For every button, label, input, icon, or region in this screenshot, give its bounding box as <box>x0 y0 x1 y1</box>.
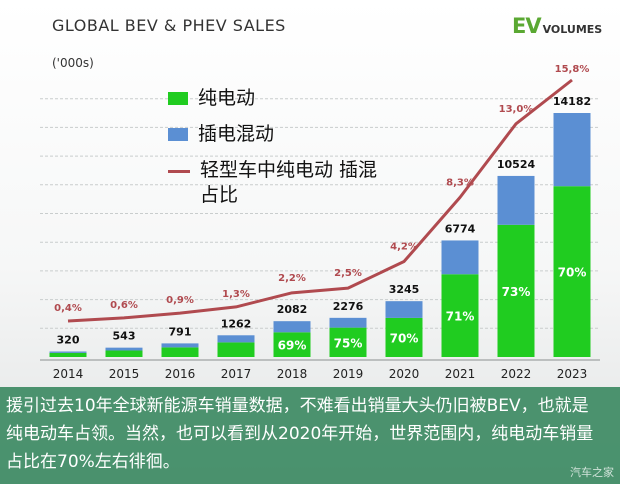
bev-share-label: 70% <box>558 266 587 280</box>
share-line-label: 0,9% <box>166 295 194 306</box>
legend-label-bev: 纯电动 <box>198 87 256 109</box>
x-tick-label: 2014 <box>53 367 84 381</box>
legend-label-share-line-1: 轻型车中纯电动 插混 <box>200 159 378 181</box>
bev-share-label: 75% <box>334 336 363 350</box>
share-line-label: 1,3% <box>222 289 250 300</box>
bar-total-label: 543 <box>113 330 136 343</box>
x-tick-label: 2023 <box>557 367 588 381</box>
bar-bev <box>441 274 479 357</box>
share-line <box>67 78 573 323</box>
legend-item-share-line: 轻型车中纯电动 插混 占比 <box>168 158 377 208</box>
bar-bev <box>217 342 255 357</box>
bar-phev <box>497 175 535 225</box>
bar-phev <box>161 343 199 348</box>
bar-total-label: 3245 <box>389 283 420 296</box>
chart-title: GLOBAL BEV & PHEV SALES <box>52 16 286 35</box>
legend-label-share-line-2: 占比 <box>200 184 239 206</box>
bar-bev <box>385 317 423 357</box>
bar-phev <box>385 301 423 318</box>
watermark: 汽车之家 <box>570 466 614 479</box>
y-axis-unit: ('000s) <box>52 56 94 70</box>
bar-total-label: 1262 <box>221 317 252 330</box>
share-line-label: 2,2% <box>278 273 306 284</box>
logo-ev-text: EV <box>512 14 542 38</box>
legend-item-phev: 插电混动 <box>168 122 274 147</box>
bar-bev <box>49 352 87 357</box>
x-tick-label: 2021 <box>445 367 476 381</box>
x-tick-label: 2020 <box>389 367 420 381</box>
share-line-label: 4,2% <box>390 242 418 253</box>
bar-bev <box>273 332 311 357</box>
bev-share-label: 69% <box>278 339 307 353</box>
bar-phev <box>553 113 591 187</box>
x-tick-label: 2018 <box>277 367 308 381</box>
bar-phev <box>49 351 87 353</box>
bar-bev <box>329 327 367 357</box>
share-line-label: 13,0% <box>499 104 534 115</box>
ev-volumes-logo: EV VOLUMES <box>512 14 602 38</box>
bar-bev <box>553 186 591 357</box>
bar-phev <box>105 347 143 351</box>
share-line-label: 2,5% <box>334 268 362 279</box>
share-line-label: 0,6% <box>110 300 138 311</box>
share-line-label: 8,3% <box>446 177 474 188</box>
logo-volumes-text: VOLUMES <box>542 23 603 36</box>
bev-share-label: 71% <box>446 310 475 324</box>
caption-banner: 援引过去10年全球新能源车销量数据，不难看出销量大头仍旧被BEV，也就是纯电动车… <box>0 387 620 484</box>
bar-bev <box>497 224 535 357</box>
bar-total-label: 2276 <box>333 300 364 313</box>
bar-total-label: 10524 <box>497 158 536 171</box>
bev-share-label: 73% <box>502 285 531 299</box>
legend-swatch-phev <box>168 128 188 141</box>
caption-text: 援引过去10年全球新能源车销量数据，不难看出销量大头仍旧被BEV，也就是纯电动车… <box>6 396 594 472</box>
bar-bev <box>161 347 199 357</box>
legend-item-bev: 纯电动 <box>168 86 255 111</box>
bev-share-label: 70% <box>390 331 419 345</box>
x-tick-label: 2019 <box>333 367 364 381</box>
bar-total-label: 6774 <box>445 222 476 235</box>
bar-total-label: 320 <box>57 333 80 346</box>
legend-swatch-bev <box>168 92 188 105</box>
x-tick-label: 2015 <box>109 367 140 381</box>
share-line-label: 15,8% <box>555 64 590 75</box>
x-tick-label: 2022 <box>501 367 532 381</box>
bar-bev <box>105 350 143 357</box>
bar-phev <box>217 335 255 343</box>
x-tick-label: 2016 <box>165 367 196 381</box>
bar-total-label: 14182 <box>553 95 591 108</box>
bar-total-label: 791 <box>169 325 192 338</box>
bar-total-label: 2082 <box>277 303 308 316</box>
legend-swatch-share-line <box>168 170 190 173</box>
bar-phev <box>441 240 479 275</box>
bar-phev <box>273 321 311 333</box>
share-line-label: 0,4% <box>54 303 82 314</box>
legend-label-share-line: 轻型车中纯电动 插混 占比 <box>200 158 377 208</box>
legend-label-phev: 插电混动 <box>198 123 275 145</box>
x-tick-label: 2017 <box>221 367 252 381</box>
bar-phev <box>329 317 367 328</box>
